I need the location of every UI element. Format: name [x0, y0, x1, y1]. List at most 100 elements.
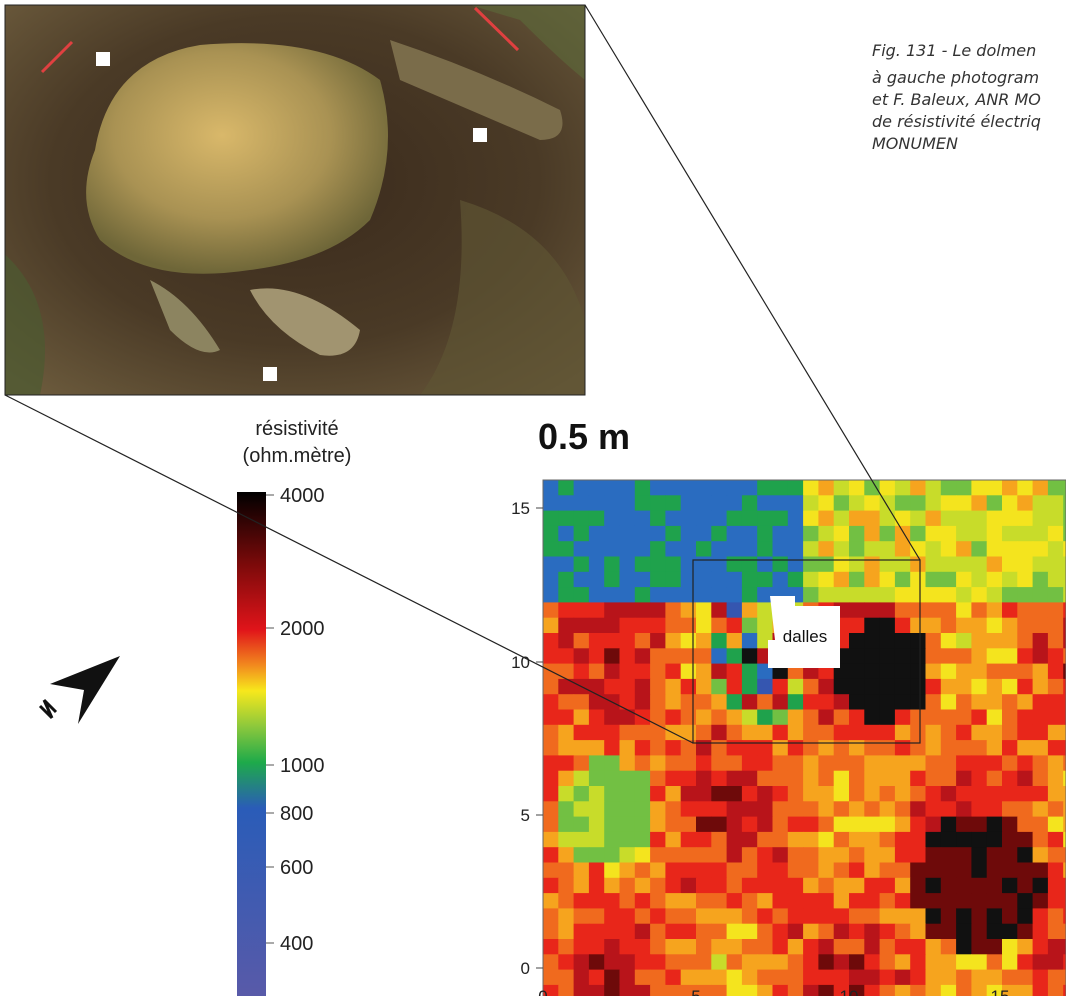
heat-cell [879, 678, 896, 695]
heat-cell [543, 908, 559, 925]
heat-cell [787, 816, 804, 833]
heat-cell [1047, 510, 1064, 527]
heat-cell [894, 587, 911, 603]
heat-cell [726, 954, 743, 971]
heat-cell [604, 525, 620, 542]
heat-cell [588, 908, 605, 925]
colorbar-title: résistivité [255, 418, 338, 440]
heat-cell [543, 587, 559, 603]
heat-cell [986, 510, 1003, 527]
heat-cell [818, 801, 835, 818]
heat-cell [588, 954, 605, 971]
heat-cell [696, 663, 712, 680]
heat-cell [787, 984, 804, 996]
heat-cell [1002, 480, 1018, 496]
heat-cell [604, 740, 620, 756]
heat-cell [543, 740, 559, 756]
heat-cell [1032, 495, 1049, 512]
heat-cell [940, 617, 957, 634]
heat-cell [1047, 740, 1064, 756]
heat-cell [894, 770, 911, 787]
heat-cell [1047, 893, 1064, 909]
heat-cell [711, 847, 728, 863]
heat-cell [849, 633, 865, 649]
heat-cell [634, 633, 651, 649]
heat-cell [971, 893, 988, 909]
heat-cell [741, 831, 758, 848]
heat-cell [879, 587, 896, 603]
heat-cell [1017, 724, 1034, 741]
heat-cell [634, 525, 651, 542]
heat-cell [588, 801, 605, 818]
heat-cell [925, 617, 942, 634]
heat-cell [833, 801, 850, 818]
heat-cell [573, 847, 590, 863]
heat-cell [879, 954, 896, 971]
heat-cell [849, 495, 865, 512]
heat-cell [741, 984, 758, 996]
heat-cell [543, 954, 559, 971]
heat-cell [1002, 755, 1018, 772]
x-tick-label: 5 [691, 987, 700, 996]
heat-cell [1032, 923, 1049, 940]
map-title: 0.5 m [538, 416, 630, 457]
heat-cell [558, 694, 575, 710]
heat-cell [665, 740, 682, 756]
heat-cell [803, 709, 819, 726]
heat-cell [772, 556, 789, 573]
heat-cell [925, 969, 942, 986]
heat-cell [956, 556, 972, 573]
heat-cell [1017, 602, 1034, 619]
heat-cell [757, 755, 773, 772]
heat-cell [833, 709, 850, 726]
heat-cell [910, 954, 926, 971]
heat-cell [879, 923, 896, 940]
heat-cell [543, 495, 559, 512]
heat-cell [1017, 633, 1034, 649]
heat-cell [864, 954, 881, 971]
heat-cell [650, 633, 666, 649]
zoom-box [692, 559, 921, 744]
heat-cell [879, 847, 896, 863]
heat-cell [696, 571, 712, 588]
heat-cell [680, 602, 697, 619]
heat-cell [726, 480, 743, 496]
heat-cell [1032, 816, 1049, 833]
heat-cell [665, 801, 682, 818]
heat-cell [849, 923, 865, 940]
heat-cell [1063, 923, 1066, 940]
heat-cell [634, 862, 651, 879]
heat-cell [726, 602, 743, 619]
heat-cell [940, 556, 957, 573]
heat-cell [925, 831, 942, 848]
heat-cell [741, 633, 758, 649]
heat-cell [634, 663, 651, 680]
heat-cell [864, 480, 881, 496]
heat-cell [543, 602, 559, 619]
heat-cell [696, 786, 712, 802]
heat-cell [894, 525, 911, 542]
heat-cell [864, 770, 881, 787]
heat-cell [910, 648, 926, 665]
heat-cell [588, 893, 605, 909]
heat-cell [665, 525, 682, 542]
heat-cell [879, 984, 896, 996]
heat-cell [1017, 831, 1034, 848]
heat-cell [650, 480, 666, 496]
heat-cell [787, 908, 804, 925]
heat-cell [634, 831, 651, 848]
heat-cell [696, 969, 712, 986]
heat-cell [558, 908, 575, 925]
heat-cell [650, 801, 666, 818]
heat-cell [680, 770, 697, 787]
heat-cell [925, 602, 942, 619]
heat-cell [818, 709, 835, 726]
heat-cell [543, 847, 559, 863]
heat-cell [803, 755, 819, 772]
heat-cell [956, 755, 972, 772]
heat-cell [940, 831, 957, 848]
heat-cell [986, 495, 1003, 512]
heat-cell [1017, 525, 1034, 542]
heat-cell [925, 984, 942, 996]
heat-cell [1017, 984, 1034, 996]
